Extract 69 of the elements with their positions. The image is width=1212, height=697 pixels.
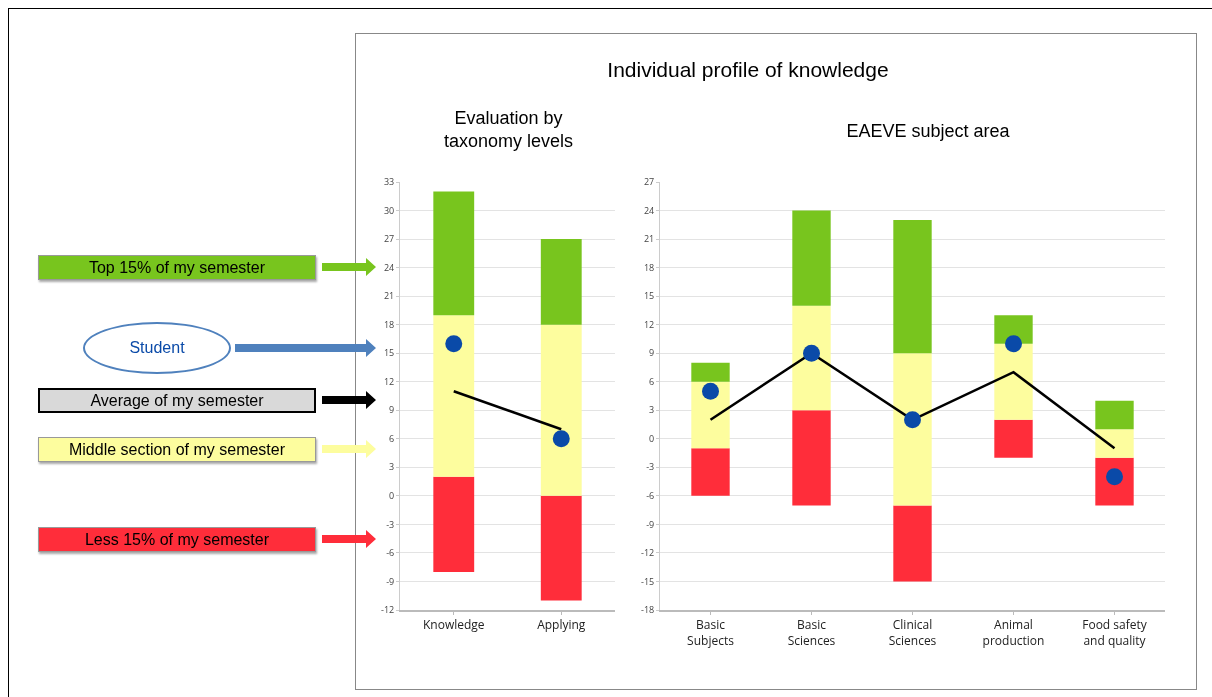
y-tick-label: 3 xyxy=(389,460,395,474)
legend-label: Middle section of my semester xyxy=(38,437,316,462)
bar xyxy=(433,315,475,477)
x-tick-label: Basic Subjects xyxy=(687,616,735,649)
y-tick-label: 6 xyxy=(389,431,395,445)
y-tick-label: -3 xyxy=(646,460,655,474)
text: Student xyxy=(83,322,231,374)
y-tick-label: 6 xyxy=(649,374,655,388)
point xyxy=(904,411,921,429)
y-tick-label: 9 xyxy=(649,346,655,360)
y-tick-label: -3 xyxy=(386,517,395,531)
y-tick-label: -12 xyxy=(381,603,395,617)
y-tick-label: 30 xyxy=(383,203,395,217)
text: Less 15% of my semester xyxy=(38,527,316,552)
y-tick-label: 0 xyxy=(649,431,655,445)
bar xyxy=(792,210,831,306)
y-tick-label: -18 xyxy=(641,603,655,617)
bar xyxy=(433,476,475,572)
bar xyxy=(792,305,831,411)
y-tick-label: 0 xyxy=(389,489,395,503)
point xyxy=(702,382,719,400)
bar xyxy=(893,353,932,506)
point xyxy=(1005,335,1022,353)
bar xyxy=(1095,400,1134,430)
bar xyxy=(540,324,582,496)
y-tick-label: 21 xyxy=(643,232,655,246)
bar xyxy=(893,505,932,582)
x-tick-label: Food safety and quality xyxy=(1082,616,1148,649)
bar xyxy=(893,220,932,354)
bar xyxy=(1095,429,1134,458)
x-tick-label: Knowledge xyxy=(422,616,485,634)
y-tick-label: 27 xyxy=(383,232,395,246)
y-tick-label: 18 xyxy=(643,260,655,274)
y-tick-label: 18 xyxy=(383,317,395,331)
chart-subtitle: Evaluation by taxonomy levels xyxy=(443,108,574,152)
y-tick-label: 15 xyxy=(643,289,655,303)
y-tick-label: -6 xyxy=(386,546,395,560)
y-tick-label: 24 xyxy=(643,203,655,217)
y-tick-label: -12 xyxy=(641,546,655,560)
bar xyxy=(540,495,582,601)
x-tick-label: Animal production xyxy=(982,616,1045,649)
x-tick-label: Applying xyxy=(537,616,586,634)
bar xyxy=(792,410,831,506)
chart-subtitle: EAEVE subject area xyxy=(846,120,1011,141)
x-tick-label: Basic Sciences xyxy=(787,616,836,649)
chart-title: Individual profile of knowledge xyxy=(606,58,890,82)
y-tick-label: 15 xyxy=(383,346,395,360)
y-tick-label: 24 xyxy=(383,260,395,274)
y-tick-label: 12 xyxy=(643,317,655,331)
y-tick-label: -9 xyxy=(386,574,395,588)
bar xyxy=(691,448,730,496)
y-tick-label: 33 xyxy=(383,175,395,189)
y-tick-label: 12 xyxy=(383,374,395,388)
x-tick-label: Clinical Sciences xyxy=(888,616,937,649)
y-tick-label: 27 xyxy=(643,175,655,189)
y-tick-label: -6 xyxy=(646,489,655,503)
y-tick-label: 9 xyxy=(389,403,395,417)
bar xyxy=(433,191,475,316)
y-tick-label: -9 xyxy=(646,517,655,531)
text: Average of my semester xyxy=(38,388,316,413)
y-tick-label: 21 xyxy=(383,289,395,303)
text: Top 15% of my semester xyxy=(38,255,316,280)
y-tick-label: 3 xyxy=(649,403,655,417)
y-tick-label: -15 xyxy=(641,574,655,588)
point xyxy=(803,344,820,362)
bar xyxy=(691,362,730,382)
bar xyxy=(540,239,582,325)
bar xyxy=(994,419,1033,458)
bar xyxy=(994,343,1033,420)
